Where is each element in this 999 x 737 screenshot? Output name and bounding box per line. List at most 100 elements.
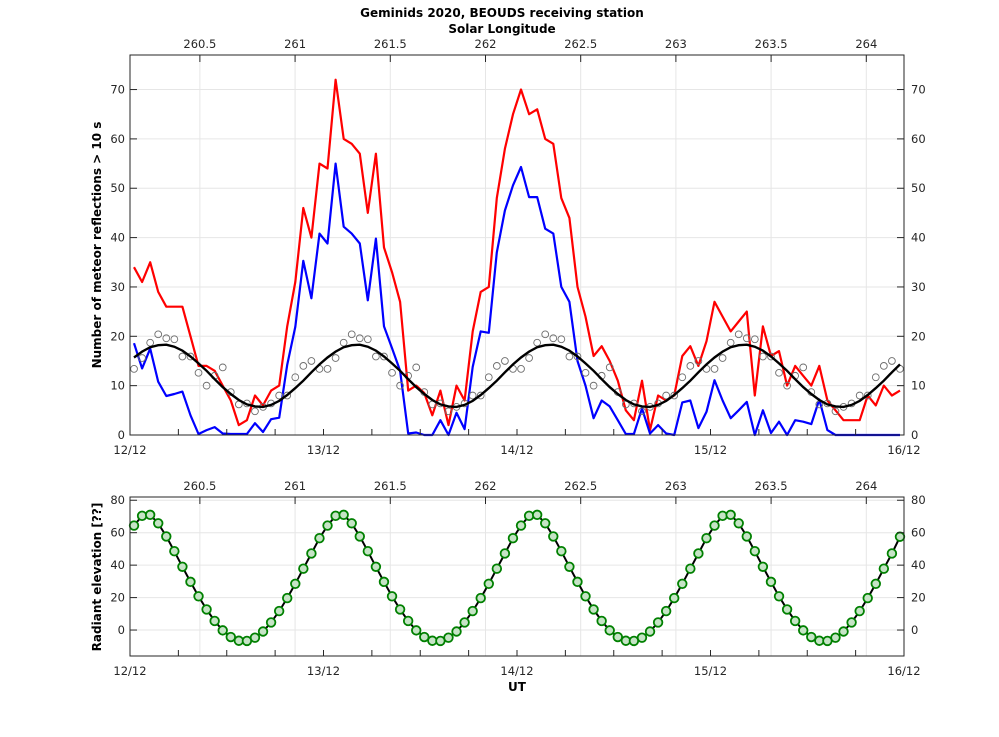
elevation-marker [725,509,736,521]
elevation-marker [306,548,317,559]
elevation-marker [298,563,309,574]
y-tick-label-right: 50 [911,181,926,195]
elevation-marker [838,626,849,637]
data-point-circle [605,363,614,372]
elevation-line [133,513,901,642]
data-point-circle [372,352,380,361]
meteor-reflections-plot: 12/12 13/12 14/12 15/12 16/12 260.5 261 261.5 26… [90,37,926,457]
data-point-circle [154,330,163,339]
data-point-circle [307,357,316,365]
y-tick-label-left: 10 [110,379,125,393]
y-tick-label-left: 70 [110,83,125,97]
data-point-circle [299,362,308,370]
elevation-marker [161,531,172,542]
data-point-circle [388,368,396,377]
elevation-marker [757,561,769,572]
elevation-marker [556,545,567,557]
elevation-marker [346,518,357,529]
data-point-circle [202,381,211,390]
data-point-circle [759,352,767,361]
y-tick-label-left: 40 [110,558,125,572]
x-tick-label: 13/12 [307,443,340,457]
data-point-circle [726,338,735,347]
elevation-marker [257,626,269,637]
data-point-circle [525,354,533,362]
data-point-circle [501,357,509,365]
elevation-marker [854,605,865,617]
data-point-circle [178,352,187,361]
data-point-circle [565,352,574,361]
y-tick-label-right: 40 [911,231,926,245]
data-point-circle [218,363,227,372]
data-point-circle [251,407,259,416]
elevation-marker [499,548,511,559]
data-point-circle [275,391,284,400]
y-tick-label-left: 60 [110,526,125,540]
data-point-circle [347,330,356,339]
data-point-circle [783,381,791,390]
elevation-marker [370,561,382,572]
elevation-marker [282,592,293,604]
y-axis-label: Number of meteor reflections > 10 s [90,122,104,369]
data-point-circle [710,365,719,373]
y-tick-label-right: 30 [911,280,926,294]
elevation-marker [588,604,599,615]
data-point-circle [323,365,332,373]
y-tick-label-right: 20 [911,591,926,605]
elevation-marker [362,545,374,557]
elevation-marker [394,604,406,615]
data-point-circle [412,363,421,372]
data-point-circle [670,391,679,400]
data-point-circle [638,407,646,416]
data-point-circle [799,363,808,372]
top-tick-label: 264 [855,479,877,493]
y-tick-label-left: 0 [118,623,125,637]
data-point-circle [871,373,880,382]
top-tick-label: 263 [665,479,687,493]
x-tick-label: 14/12 [500,443,533,457]
y-tick-label-left: 80 [110,493,125,507]
elevation-marker [225,631,236,643]
data-point-circle [879,362,888,370]
elevation-marker [265,617,277,628]
elevation-marker [386,591,398,602]
elevation-marker [507,533,519,544]
elevation-marker [467,605,478,617]
data-point-circle [484,373,493,382]
elevation-marker [459,617,470,628]
y-tick-label-right: 0 [911,428,918,442]
elevation-marker [660,605,672,617]
elevation-marker [443,632,454,643]
top-tick-label: 261.5 [374,37,407,51]
elevation-marker [451,626,462,637]
elevation-marker [604,625,615,636]
data-point-circle [589,381,598,390]
elevation-marker [249,632,261,643]
elevation-marker [693,548,704,559]
x-tick-label: 15/12 [694,443,727,457]
data-point-circle [138,354,146,362]
y-tick-label-right: 70 [911,83,926,97]
elevation-marker [475,592,486,604]
y-axis-label: Radiant elevation [??] [90,503,104,652]
y-tick-label-right: 10 [911,379,926,393]
data-point-circle [888,357,896,365]
data-point-circle [541,330,550,339]
elevation-marker [870,578,881,590]
data-point-circle [355,334,364,343]
elevation-marker [612,631,623,643]
elevation-marker [677,578,688,590]
elevation-marker [531,509,543,521]
elevation-marker [193,591,204,602]
data-point-circle [396,381,404,390]
x-tick-label: 15/12 [694,664,727,678]
elevation-marker [846,617,857,628]
elevation-marker [378,576,390,588]
elevation-marker [354,531,365,542]
y-tick-label-left: 0 [118,428,125,442]
elevation-marker [741,531,752,542]
x-tick-label: 14/12 [500,664,533,678]
data-point-circle [162,334,171,343]
elevation-marker [733,518,744,529]
data-point-circle [573,352,582,361]
